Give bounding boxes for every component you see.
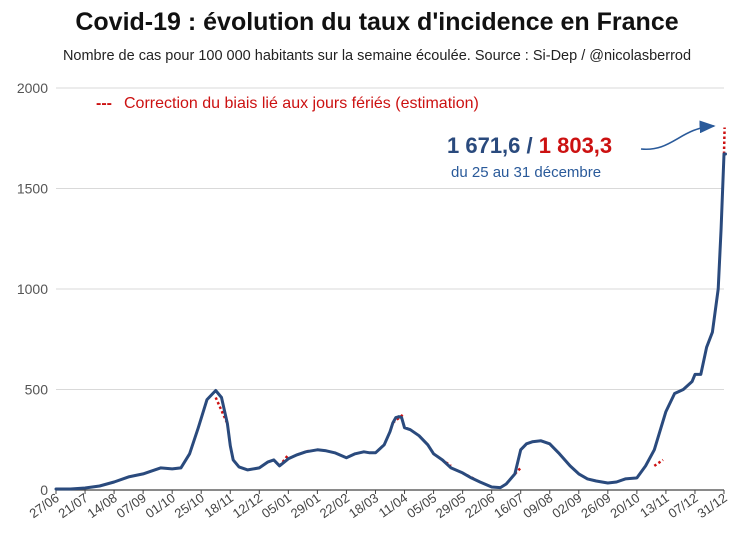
x-tick-label: 11/04	[376, 490, 410, 520]
x-tick-label: 22/06	[462, 490, 497, 521]
legend-marker: ---	[96, 95, 112, 112]
x-tick-label: 31/12	[694, 490, 729, 521]
annotation: 1 671,6 / 1 803,3 du 25 au 31 décembre	[447, 120, 716, 181]
y-axis: 0 500 1000 1500 2000	[17, 80, 48, 498]
series-layer	[54, 152, 727, 491]
x-tick-label: 18/11	[202, 490, 236, 520]
x-axis: 27/0621/0714/0807/0901/1025/1018/1112/12…	[26, 490, 730, 521]
x-tick-label: 05/05	[404, 490, 439, 521]
annotation-value-main: 1 671,6	[447, 133, 520, 158]
y-tick-label: 2000	[17, 80, 48, 96]
x-tick-label: 01/10	[143, 490, 178, 521]
annotation-period: du 25 au 31 décembre	[451, 164, 601, 181]
x-tick-label: 07/09	[114, 490, 149, 521]
chart-subtitle: Nombre de cas pour 100 000 habitants sur…	[62, 48, 692, 64]
x-tick-label: 18/03	[346, 490, 381, 521]
gridlines	[56, 87, 724, 491]
y-tick-label: 0	[40, 482, 48, 498]
y-tick-label: 500	[25, 382, 49, 398]
x-tick-label: 22/02	[317, 490, 352, 521]
chart-title: Covid-19 : évolution du taux d'incidence…	[75, 8, 679, 36]
x-tick-label: 29/01	[288, 490, 323, 521]
annotation-values: 1 671,6 / 1 803,3	[447, 133, 612, 158]
x-tick-label: 12/12	[230, 490, 265, 521]
x-tick-label: 25/10	[172, 490, 207, 521]
correction-segment	[722, 127, 726, 155]
y-tick-label: 1000	[17, 281, 48, 297]
correction-segment	[653, 458, 664, 467]
legend: --- Correction du biais lié aux jours fé…	[96, 95, 479, 112]
annotation-value-corrected: 1 803,3	[539, 133, 612, 158]
x-tick-label: 05/01	[259, 490, 294, 521]
x-tick-label: 29/05	[433, 490, 468, 521]
x-tick-label: 21/07	[55, 490, 90, 521]
x-tick-label: 14/08	[85, 490, 120, 521]
legend-text: Correction du biais lié aux jours fériés…	[124, 95, 479, 112]
x-tick-label: 20/10	[607, 490, 642, 521]
x-tick-label: 13/11	[637, 490, 671, 520]
series-line-incidence	[54, 152, 727, 491]
annotation-arrow	[640, 120, 716, 150]
x-tick-label: 07/12	[665, 490, 700, 521]
x-tick-label: 26/09	[578, 490, 613, 521]
x-tick-label: 02/09	[549, 490, 584, 521]
y-tick-label: 1500	[17, 181, 48, 197]
annotation-separator: /	[520, 133, 538, 158]
x-tick-label: 16/07	[491, 490, 526, 521]
x-tick-label: 09/08	[520, 490, 555, 521]
